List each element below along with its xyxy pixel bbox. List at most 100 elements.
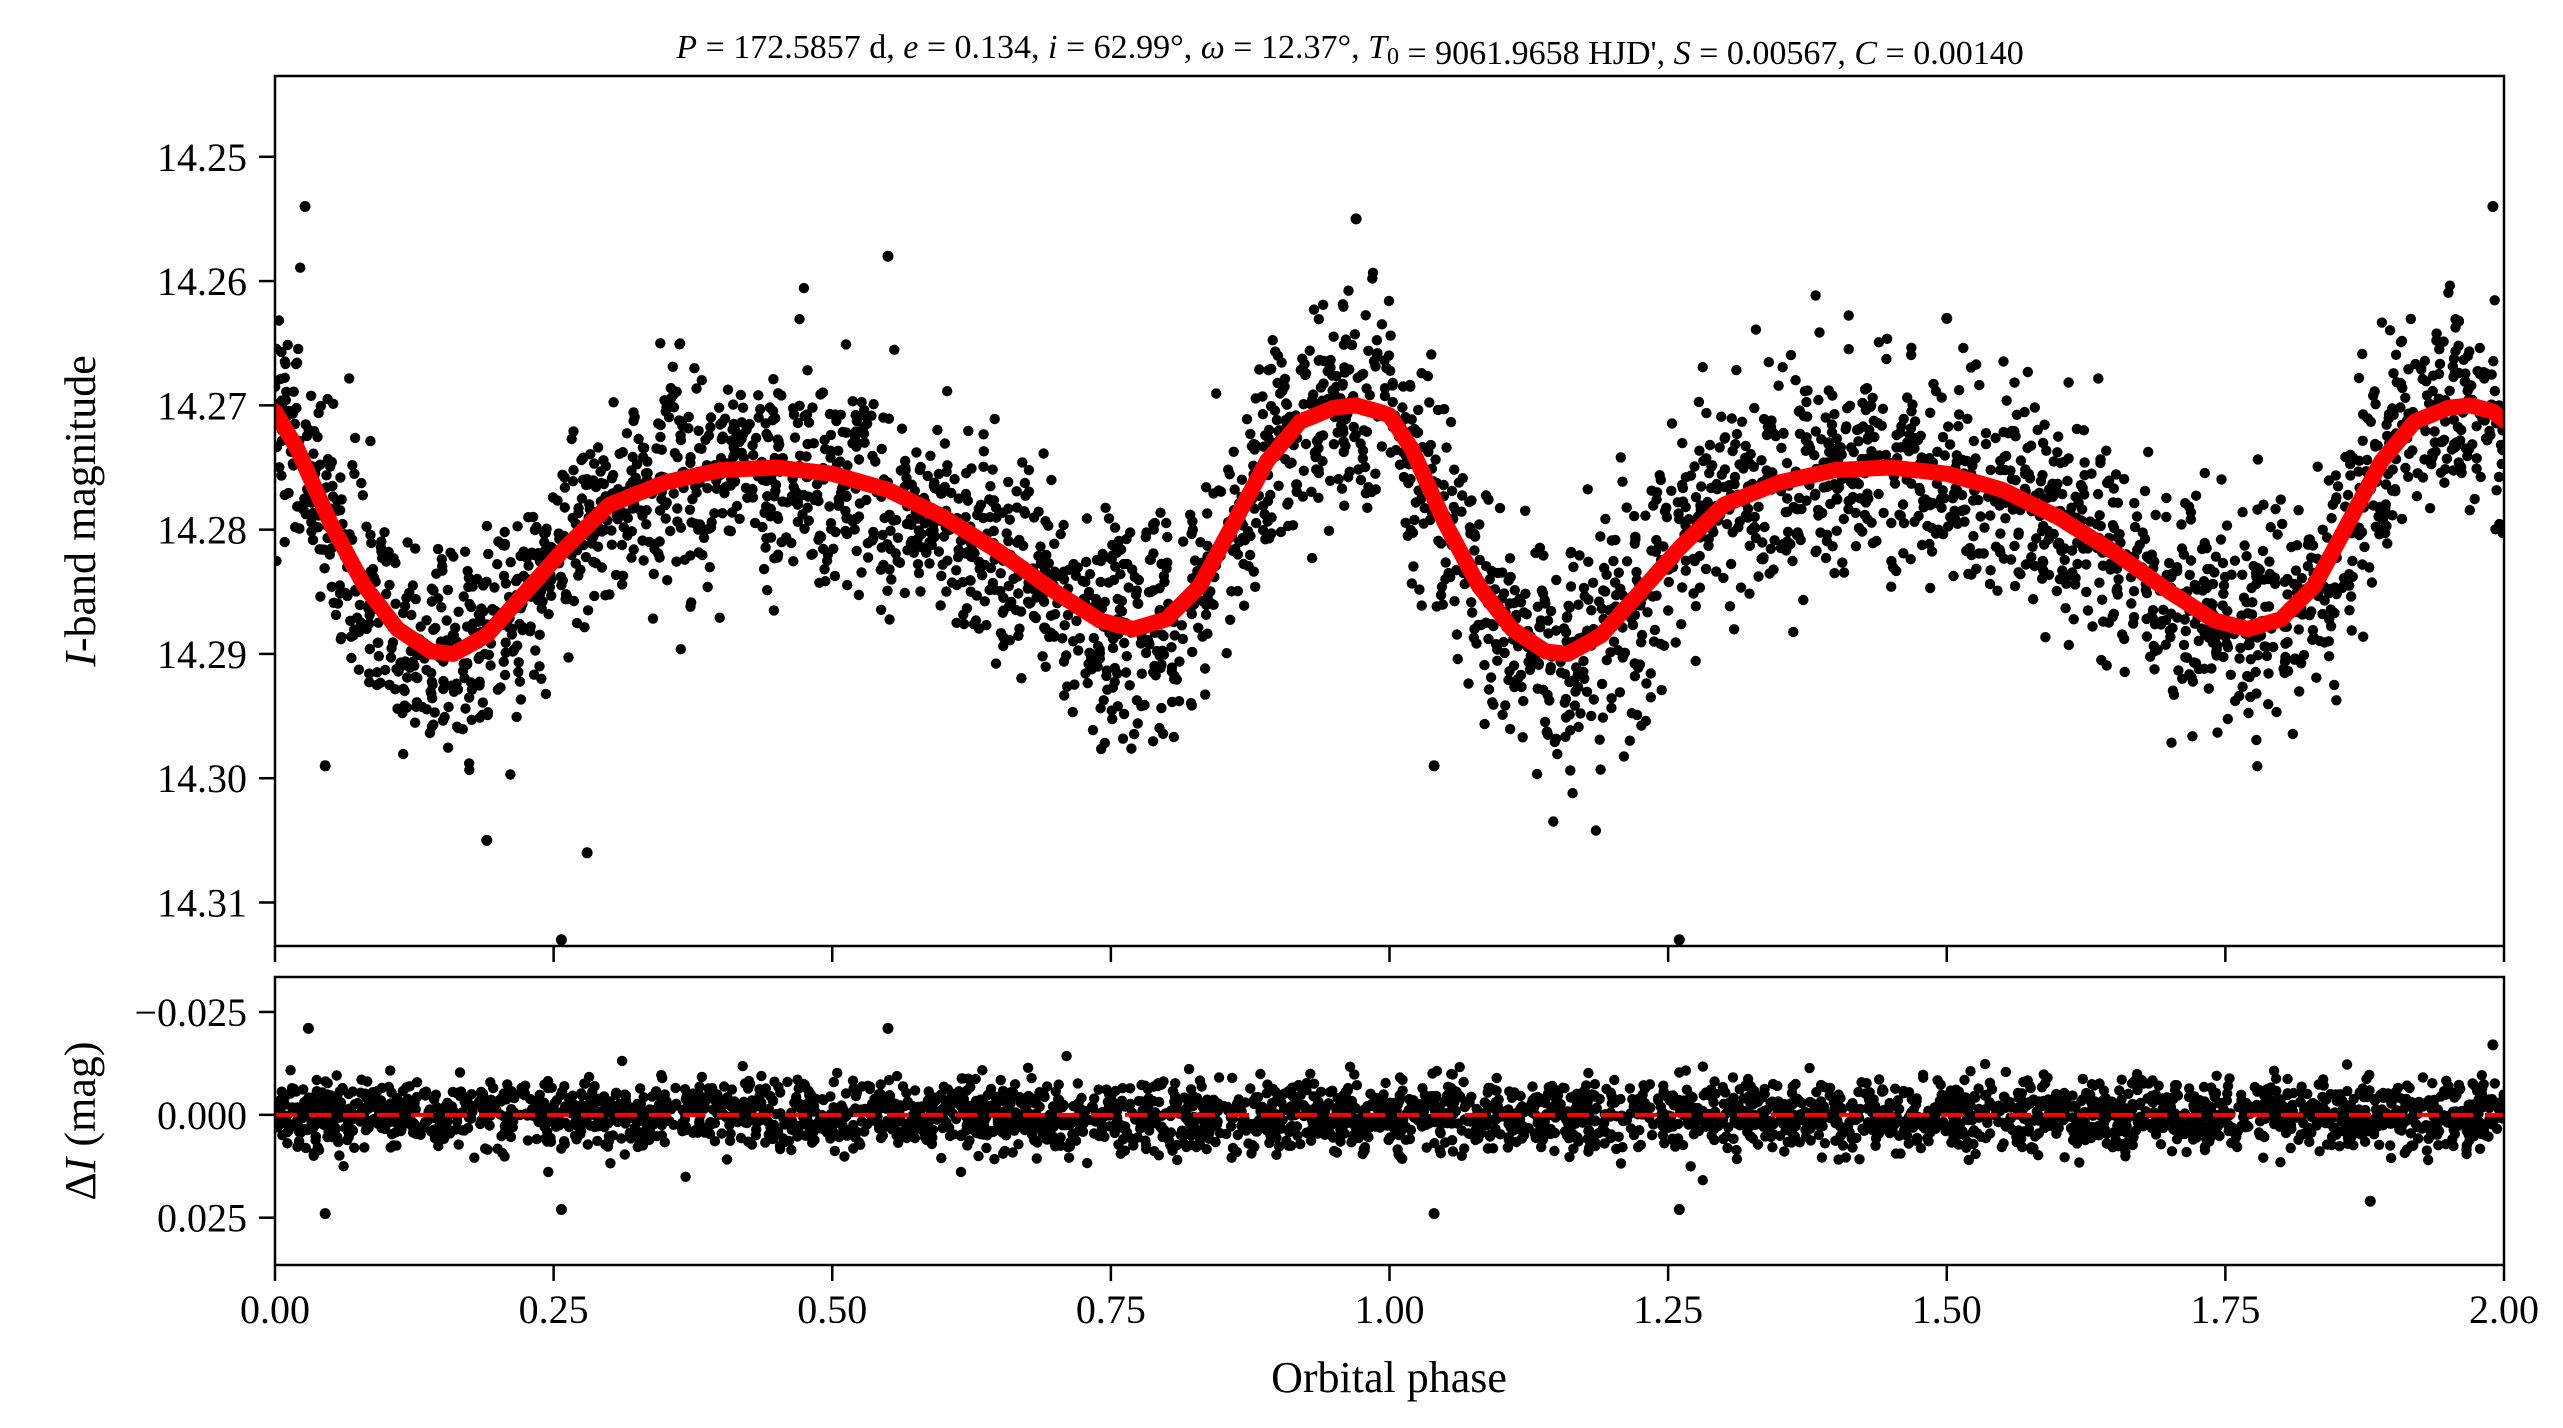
- data-point: [799, 523, 810, 534]
- data-point: [875, 604, 887, 615]
- data-point: [2279, 576, 2290, 587]
- top-photometry-points: [275, 201, 2504, 946]
- data-point: [275, 373, 286, 385]
- data-point: [1107, 642, 1119, 654]
- data-point: [1281, 398, 1292, 409]
- data-point: [672, 516, 683, 527]
- data-point: [1270, 346, 1281, 357]
- data-point: [1731, 364, 1742, 376]
- data-point: [334, 580, 345, 591]
- data-point: [1120, 667, 1132, 678]
- data-point: [2209, 567, 2220, 578]
- data-point: [1778, 428, 1789, 439]
- data-point: [995, 628, 1007, 639]
- data-point: [2373, 511, 2384, 522]
- data-point: [1106, 705, 1117, 716]
- data-point: [2441, 453, 2453, 464]
- data-point: [2070, 579, 2081, 590]
- data-point: [1311, 450, 1322, 462]
- residual-point: [963, 1073, 974, 1084]
- residual-point: [1013, 1139, 1024, 1150]
- data-point: [1952, 518, 1963, 529]
- data-point: [2167, 622, 2178, 634]
- data-point: [888, 515, 899, 526]
- data-point: [693, 547, 704, 558]
- data-point: [1411, 427, 1423, 439]
- data-point: [2222, 605, 2233, 617]
- data-point: [1077, 575, 1088, 587]
- data-point: [985, 481, 996, 492]
- data-point: [741, 424, 752, 435]
- data-point: [2057, 489, 2068, 500]
- data-point: [1124, 680, 1135, 691]
- data-point: [1107, 539, 1118, 551]
- data-point: [842, 579, 853, 591]
- data-point: [1257, 500, 1269, 511]
- data-point: [563, 652, 574, 663]
- data-point: [1690, 601, 1702, 612]
- data-point: [991, 512, 1002, 523]
- data-point: [1837, 557, 1848, 568]
- data-point: [1095, 703, 1106, 714]
- data-point: [1701, 407, 1712, 419]
- top-x-axis-ticks: [273, 946, 2506, 962]
- data-point: [1414, 584, 1425, 595]
- data-point: [571, 617, 583, 629]
- data-point: [885, 525, 896, 536]
- data-point: [1651, 487, 1663, 498]
- data-point: [1565, 765, 1576, 776]
- data-point: [1118, 708, 1130, 720]
- data-point: [1569, 700, 1581, 711]
- data-point: [1590, 825, 1602, 836]
- data-point: [1677, 437, 1688, 449]
- data-point: [2093, 373, 2104, 384]
- data-point: [941, 586, 952, 597]
- data-point: [1132, 598, 1143, 609]
- data-point: [2166, 737, 2177, 748]
- data-point: [1355, 438, 1366, 449]
- data-point: [1229, 543, 1241, 555]
- data-point: [2370, 441, 2381, 452]
- data-point: [1490, 639, 1502, 650]
- data-point: [492, 684, 504, 695]
- data-point: [2259, 641, 2270, 652]
- data-point: [1329, 389, 1341, 401]
- data-point: [515, 694, 527, 705]
- data-point: [2366, 577, 2378, 588]
- data-point: [357, 490, 368, 501]
- data-point: [1698, 455, 1709, 467]
- data-point: [814, 577, 825, 588]
- data-point: [1906, 478, 1917, 489]
- residual-point: [1458, 1076, 1469, 1088]
- data-point: [2035, 476, 2047, 487]
- data-point: [1186, 528, 1197, 540]
- data-point: [2158, 604, 2169, 615]
- data-point: [560, 589, 572, 600]
- data-point: [1793, 406, 1805, 417]
- data-point: [1313, 467, 1325, 479]
- data-point: [324, 549, 335, 560]
- data-point: [1618, 751, 1630, 762]
- data-point: [1023, 464, 1035, 476]
- data-point: [1842, 403, 1853, 414]
- data-point: [1136, 668, 1148, 679]
- data-point: [2053, 431, 2064, 442]
- data-point: [2211, 650, 2222, 661]
- data-point: [960, 512, 971, 523]
- data-point: [364, 668, 375, 679]
- data-point: [1484, 574, 1496, 585]
- data-point: [1640, 510, 1651, 521]
- data-point: [1765, 543, 1777, 554]
- data-point: [1449, 596, 1460, 607]
- data-point: [2419, 454, 2430, 465]
- residual-point: [531, 1133, 542, 1145]
- data-point: [989, 413, 1000, 425]
- data-point: [2252, 504, 2263, 515]
- residual-point: [1731, 1153, 1743, 1165]
- data-point: [2370, 399, 2381, 410]
- data-point: [462, 565, 473, 577]
- data-point: [1654, 470, 1665, 481]
- data-point: [971, 590, 982, 601]
- data-point: [398, 683, 409, 694]
